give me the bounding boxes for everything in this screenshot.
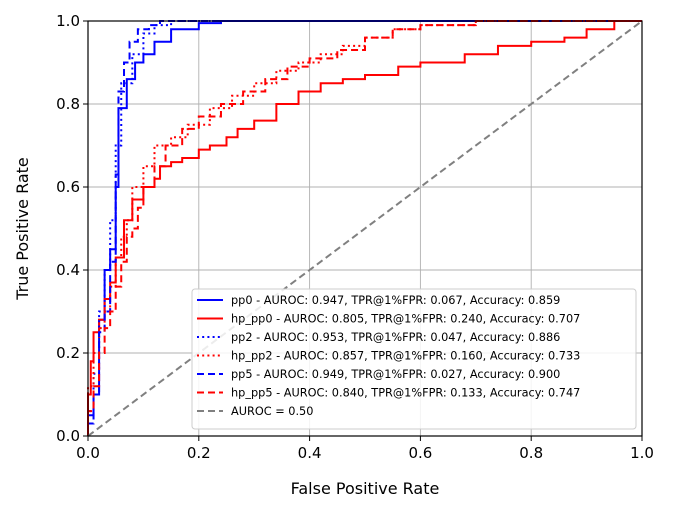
legend: pp0 - AUROC: 0.947, TPR@1%FPR: 0.067, Ac… (191, 288, 637, 430)
y-axis-title: True Positive Rate (13, 157, 32, 301)
y-tick-label: 0.8 (56, 95, 80, 113)
legend-entry-label: pp0 - AUROC: 0.947, TPR@1%FPR: 0.067, Ac… (231, 294, 560, 307)
y-tick-label: 0.4 (56, 261, 80, 279)
y-tick-label: 1.0 (56, 12, 80, 30)
y-tick-label: 0.6 (56, 178, 80, 196)
legend-entry-label: AUROC = 0.50 (231, 405, 313, 418)
legend-entry-label: hp_pp0 - AUROC: 0.805, TPR@1%FPR: 0.240,… (231, 313, 580, 326)
series-line-6 (87, 20, 643, 437)
legend-entry-label: hp_pp5 - AUROC: 0.840, TPR@1%FPR: 0.133,… (231, 387, 580, 400)
series-lines (87, 20, 643, 437)
x-tick-label: 0.4 (298, 444, 322, 462)
x-axis-title: False Positive Rate (291, 479, 440, 498)
series-line-2 (87, 20, 642, 436)
legend-box (191, 288, 637, 430)
x-tick-label: 0.8 (519, 444, 543, 462)
y-tick-label: 0.2 (56, 344, 80, 362)
grid (87, 20, 643, 437)
legend-entry-label: hp_pp2 - AUROC: 0.857, TPR@1%FPR: 0.160,… (231, 350, 580, 363)
x-tick-label: 1.0 (630, 444, 654, 462)
x-tick-label: 0.2 (187, 444, 211, 462)
axis-ticks: 0.0 0.2 0.4 0.6 0.8 1.0 0.0 0.2 0.4 0.6 0.8 1.0 (56, 12, 654, 462)
series-line-4 (87, 20, 642, 436)
legend-entry-label: pp5 - AUROC: 0.949, TPR@1%FPR: 0.027, Ac… (231, 368, 560, 381)
y-tick-label: 0.0 (56, 427, 80, 445)
x-tick-label: 0.0 (76, 444, 100, 462)
series-line-5 (87, 20, 642, 436)
x-tick-label: 0.6 (408, 444, 432, 462)
plot-frame (87, 20, 643, 437)
legend-entry-label: pp2 - AUROC: 0.953, TPR@1%FPR: 0.047, Ac… (231, 331, 560, 344)
